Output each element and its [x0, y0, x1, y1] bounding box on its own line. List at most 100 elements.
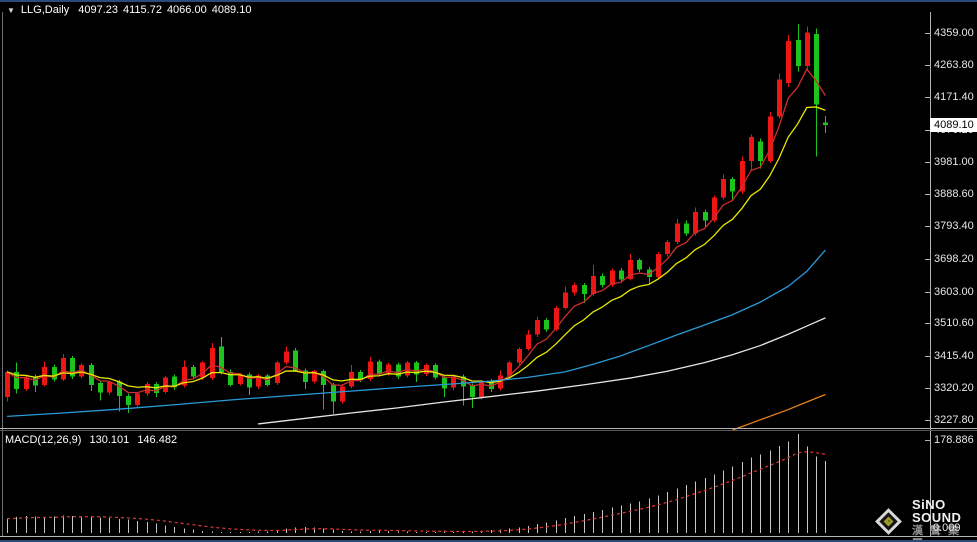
candle-body — [24, 377, 29, 390]
candle-body — [191, 367, 196, 377]
candle-body — [665, 241, 670, 255]
macd-value: 130.101 — [89, 434, 130, 446]
candle-body — [563, 292, 568, 308]
candle-body — [544, 319, 549, 330]
symbol-timeframe-label: LLG,Daily — [20, 4, 70, 16]
ohlc-high: 4115.72 — [122, 4, 162, 16]
candle-body — [712, 197, 717, 221]
candle-body — [442, 377, 447, 389]
candle-body — [312, 371, 317, 382]
candle-body — [377, 361, 382, 374]
candle-body — [135, 393, 140, 405]
window-bottom-border — [0, 540, 977, 542]
symbol-dropdown-icon[interactable]: ▼ — [7, 5, 15, 15]
candle-body — [331, 384, 336, 402]
candle-body — [238, 374, 243, 385]
candle-body — [582, 284, 587, 295]
candle-body — [368, 361, 373, 379]
ohlc-open: 4097.23 — [78, 4, 118, 16]
candle-body — [340, 386, 345, 402]
candle-body — [145, 384, 150, 394]
candle-body — [517, 348, 522, 363]
ma-slow-blue — [6, 249, 826, 418]
candle-body — [61, 358, 66, 380]
candle-body — [414, 362, 419, 375]
candle-body — [600, 276, 605, 285]
ohlc-close: 4089.10 — [211, 4, 252, 16]
candle-body — [358, 371, 363, 380]
candle-body — [98, 383, 103, 393]
candle-body — [637, 260, 642, 270]
candle-body — [461, 376, 466, 387]
macd-indicator-label: MACD(12,26,9) 130.101 146.482 — [5, 434, 182, 446]
candle-body — [52, 367, 57, 380]
candle-body — [228, 371, 233, 385]
candle-body — [656, 254, 661, 278]
candle-body — [572, 284, 577, 293]
candle-body — [200, 362, 205, 378]
candle-body — [526, 334, 531, 349]
candle-body — [117, 381, 122, 396]
ma-mid-yellow — [6, 106, 826, 389]
candle-body — [758, 141, 763, 161]
candle-body — [768, 116, 773, 161]
candle-body — [675, 223, 680, 242]
current-price-badge: 4089.10 — [930, 118, 977, 132]
candle-body — [619, 270, 624, 280]
sino-sound-logo-icon — [872, 507, 912, 541]
candle-body — [684, 223, 689, 234]
candle-body — [777, 79, 782, 117]
ma-long-white — [258, 317, 826, 425]
window-top-border — [0, 0, 977, 2]
candle-body — [805, 32, 810, 67]
candle-body — [256, 375, 261, 387]
sino-sound-watermark: SiNO SOUND 漢聲集團 — [872, 498, 977, 542]
candle-body — [70, 358, 75, 377]
candle-body — [703, 212, 708, 221]
candle-body — [451, 376, 456, 388]
candle-body — [321, 371, 326, 385]
candle-body — [396, 364, 401, 377]
macd-signal-value: 146.482 — [137, 434, 178, 446]
candle-body — [247, 374, 252, 388]
candle-body — [730, 178, 735, 192]
candle-body — [126, 395, 131, 405]
candle-body — [33, 377, 38, 386]
candle-body — [591, 276, 596, 295]
candle-body — [284, 351, 289, 363]
candle-body — [554, 307, 559, 330]
candle-body — [470, 385, 475, 397]
candle-body — [107, 382, 112, 393]
candle-body — [610, 270, 615, 285]
candle-body — [386, 364, 391, 373]
chart-header: ▼ LLG,Daily 4097.23 4115.72 4066.00 4089… — [7, 4, 256, 16]
candle-body — [786, 41, 791, 84]
candle-body — [163, 377, 168, 392]
candle-body — [154, 384, 159, 394]
candle-body — [740, 160, 745, 192]
candle-body — [814, 34, 819, 105]
macd-scale-top: 178.886 — [934, 434, 974, 446]
candle-body — [433, 365, 438, 378]
candle-body — [507, 362, 512, 376]
macd-scale-bottom: 0.009 — [933, 522, 961, 534]
candle-body — [721, 178, 726, 198]
ohlc-low: 4066.00 — [166, 4, 207, 16]
ma-fast-red — [6, 67, 826, 394]
candle-body — [628, 260, 633, 279]
macd-signal-line — [6, 451, 826, 533]
candle-body — [293, 350, 298, 371]
candle-body — [172, 376, 177, 388]
candle-body — [182, 367, 187, 386]
current-price-value: 4089.10 — [934, 119, 974, 131]
candle-body — [749, 136, 754, 161]
candle-body — [479, 381, 484, 397]
candle-body — [210, 347, 215, 379]
candle-body — [5, 371, 10, 397]
candle-body — [796, 40, 801, 67]
candle-body — [693, 212, 698, 234]
candle-body — [535, 319, 540, 335]
ma-longest-orange — [732, 393, 826, 431]
